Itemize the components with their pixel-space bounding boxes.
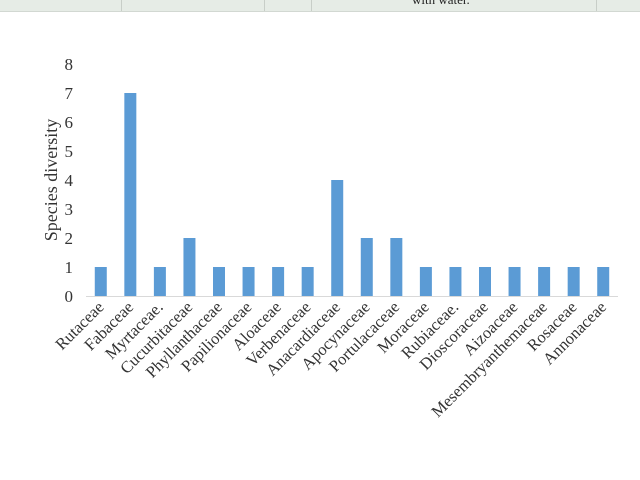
strip-divider: [264, 0, 265, 11]
bar: [449, 267, 462, 296]
y-tick-label: 7: [65, 84, 74, 103]
bar: [538, 267, 551, 296]
bar: [479, 267, 491, 296]
y-axis-ticks: 0 1 2 3 4 5 6 7 8: [65, 55, 74, 306]
bar: [508, 267, 521, 296]
bar: [301, 267, 314, 296]
x-axis-labels: RutaceaeFabaceaeMyrtaceae.CucurbitaceaeP…: [51, 297, 610, 421]
y-tick-label: 2: [65, 229, 74, 248]
y-tick-label: 8: [65, 55, 74, 74]
bar: [94, 267, 107, 296]
bar: [183, 238, 196, 296]
strip-divider: [596, 0, 597, 11]
y-tick-label: 5: [65, 142, 74, 161]
bar: [213, 267, 225, 296]
strip-divider: [121, 0, 122, 11]
y-tick-label: 0: [65, 287, 74, 306]
bars: [94, 93, 610, 296]
bar: [331, 180, 344, 296]
bar: [419, 267, 432, 296]
document-header-strip: with water.: [0, 0, 640, 12]
bar: [124, 93, 137, 296]
y-tick-label: 6: [65, 113, 74, 132]
header-text-fragment: with water.: [412, 0, 470, 8]
bar: [597, 267, 610, 296]
y-tick-label: 3: [65, 200, 74, 219]
bar: [567, 267, 580, 296]
bar: [390, 238, 403, 296]
y-axis-title: Species diversity: [41, 119, 61, 241]
bar: [153, 267, 166, 296]
y-tick-label: 1: [65, 258, 74, 277]
strip-divider: [311, 0, 312, 11]
y-tick-label: 4: [65, 171, 74, 190]
bar: [360, 238, 373, 296]
bar: [242, 267, 255, 296]
bar: [272, 267, 285, 296]
